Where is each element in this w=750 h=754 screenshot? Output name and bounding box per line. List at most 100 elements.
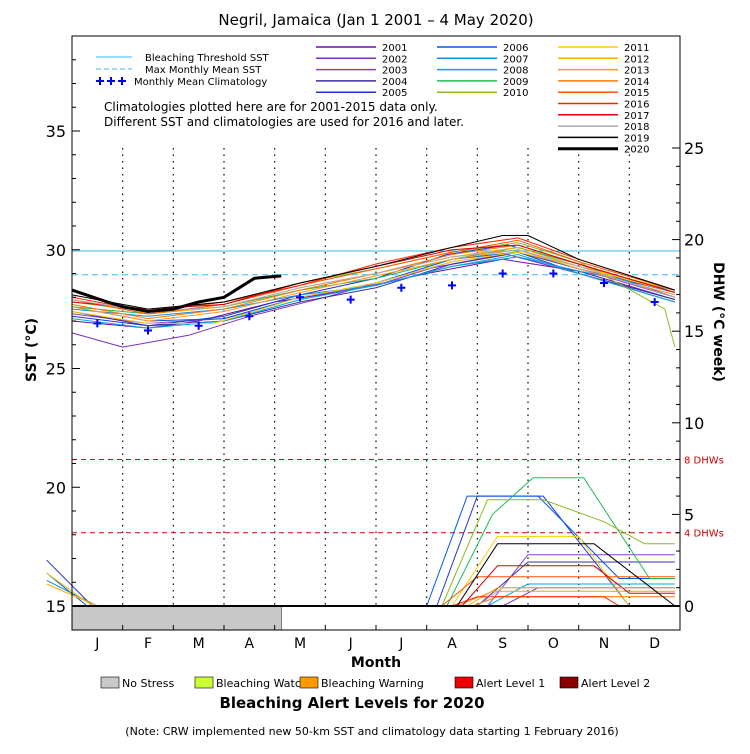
sst-line-2010 [71,242,676,348]
alert-legend-swatch [299,676,319,689]
alert-legend-label: Bleaching Watch [216,677,308,690]
alert-bar-segment [71,605,282,631]
year-legend-label: 2008 [503,66,528,77]
left-axis-label: SST (°C) [24,318,40,382]
year-legend-label: 2010 [503,88,528,99]
month-label: A [447,636,457,652]
dhw-tick-label: 15 [684,322,704,341]
sst-tick-label: 20 [46,478,66,497]
chart-title: Negril, Jamaica (Jan 1 2001 – 4 May 2020… [218,11,533,29]
sst-tick-label: 15 [46,597,66,616]
climatology-note: Climatologies plotted here are for 2001-… [104,100,438,114]
year-legend-label: 2019 [624,133,649,144]
month-label: M [193,636,205,652]
year-legend-label: 2018 [624,122,649,133]
sst-tick-label: 30 [46,241,66,260]
reference-legend-label: Bleaching Threshold SST [145,53,270,64]
dhw-tick-label: 10 [684,414,704,433]
year-legend-label: 2002 [382,54,407,65]
climatology-marker [448,281,456,290]
dhw-reference-label: 8 DHWs [684,455,724,466]
sst-line-2009 [71,246,676,315]
month-label: S [498,636,507,652]
alert-legend-label: Alert Level 1 [476,677,545,690]
climatology-marker [600,279,608,287]
alert-legend-label: No Stress [122,677,175,690]
sst-line-2015 [71,239,676,315]
dhw-line-2019 [456,543,676,607]
year-legend-label: 2017 [624,111,649,122]
dhw-line-2015 [441,576,675,607]
month-label: J [348,636,353,652]
dhw-tick-label: 20 [684,231,704,250]
month-label: A [245,636,255,652]
sst-line-2012 [71,246,676,315]
month-label: O [548,636,559,652]
month-label: N [599,636,609,652]
year-legend-label: 2011 [624,43,649,54]
footnote: (Note: CRW implemented new 50-km SST and… [125,725,618,738]
month-label: M [294,636,306,652]
sst-line-2017 [71,244,676,310]
dhw-line-2018 [477,587,675,607]
year-legend-label: 2001 [382,43,407,54]
dhw-line-2013 [456,590,675,607]
year-legend-label: 2016 [624,100,649,111]
year-legend-label: 2007 [503,54,528,65]
sst-line-2013 [71,249,676,322]
climatology-marker [498,269,507,278]
year-legend-label: 2015 [624,88,649,99]
alert-legend-swatch [100,676,120,689]
climatology-marker [93,319,102,328]
dhw-line-2017 [461,565,675,607]
sst-tick-label: 25 [46,360,66,379]
year-legend-label: 2004 [382,77,407,88]
climatology-marker [296,293,304,302]
dhw-line-2011 [46,535,675,607]
alert-legend-swatch [194,676,214,689]
reference-legend-label: Max Monthly Mean SST [145,65,262,76]
dhw-line-2010 [441,499,675,607]
dhw-tick-label: 0 [684,597,694,616]
legend-plus-marker [107,77,115,85]
reference-legend-label: Monthly Mean Climatology [134,77,267,88]
month-label: F [144,636,152,652]
legend-plus-marker [96,77,104,85]
dhw-reference-label: 4 DHWs [684,529,724,540]
month-label: J [398,636,403,652]
climatology-marker [549,269,558,278]
sst-line-2008 [71,254,676,329]
month-label: J [94,636,99,652]
alert-legend-label: Alert Level 2 [581,677,650,690]
year-legend-label: 2005 [382,88,407,99]
year-legend-label: 2006 [503,43,528,54]
year-legend-label: 2003 [382,66,407,77]
year-legend-label: 2013 [624,66,649,77]
alert-legend-swatch [559,676,579,689]
climatology-marker [245,312,254,321]
year-legend-label: 2014 [624,77,649,88]
climatology-marker [397,283,406,292]
dhw-line-2006 [46,495,675,607]
climatology-marker [346,295,355,304]
sst-tick-label: 35 [46,122,66,141]
climatology-marker [650,298,659,306]
climatology-marker [144,326,152,335]
dhw-line-2009 [446,477,675,607]
alert-legend-swatch [454,676,474,689]
climatology-marker [194,321,203,330]
dhw-line-2005 [46,495,675,607]
sst-line-2011 [71,251,676,324]
right-axis-label: DHW (°C week) [710,262,726,382]
alert-title: Bleaching Alert Levels for 2020 [219,694,484,712]
dhw-line-2008 [487,583,675,607]
x-axis-label: Month [351,655,401,671]
climatology-note: Different SST and climatologies are used… [104,115,464,129]
month-label: D [649,636,660,652]
dhw-tick-label: 5 [684,505,694,524]
legend-plus-marker [118,77,126,85]
year-legend-label: 2009 [503,77,528,88]
alert-legend-label: Bleaching Warning [321,677,424,690]
